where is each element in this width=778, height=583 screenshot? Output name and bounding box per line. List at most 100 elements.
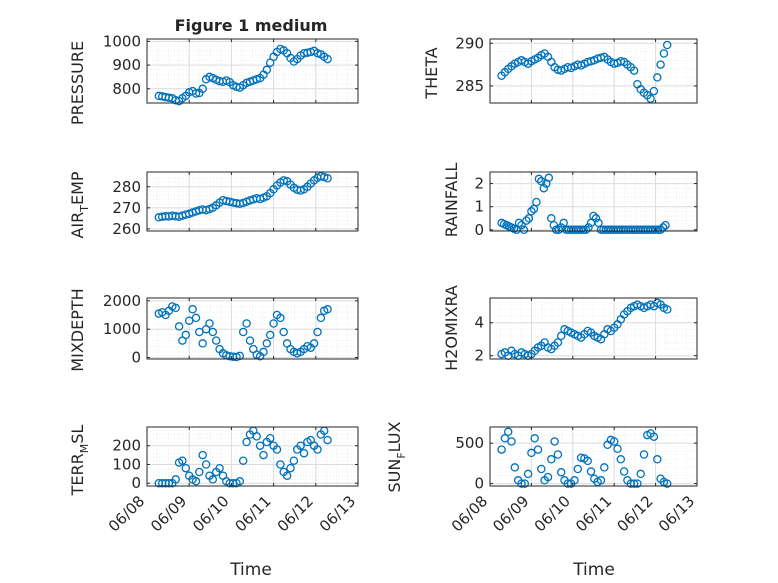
y-tick-label: 290: [455, 34, 484, 52]
xlabel-left: Time: [229, 560, 272, 580]
ylabel-sun-flux: SUNFLUX: [385, 421, 408, 492]
data-point: [215, 463, 224, 473]
data-point: [238, 327, 248, 337]
data-point: [553, 338, 563, 347]
data-point: [309, 339, 319, 348]
data-point: [629, 66, 639, 75]
data-point: [581, 225, 591, 235]
data-point: [563, 479, 573, 488]
data-point: [514, 218, 524, 228]
y-tick-label: 4: [474, 314, 484, 332]
data-point: [662, 479, 672, 488]
data-point: [276, 313, 285, 323]
data-point: [198, 339, 207, 348]
data-point: [497, 445, 506, 454]
axes-box: [489, 297, 698, 360]
data-point: [613, 444, 622, 454]
data-point: [517, 220, 526, 230]
data-point: [208, 327, 218, 337]
data-point: [171, 303, 180, 313]
panel-mixdepth: 0 1000 2000: [103, 292, 359, 367]
data-point: [662, 305, 672, 314]
y-tick-label: 200: [112, 437, 141, 455]
data-point: [619, 467, 629, 476]
data-point: [282, 471, 292, 480]
data-point: [570, 476, 579, 485]
data-point: [517, 479, 526, 488]
data-point: [523, 469, 533, 479]
data-point: [265, 433, 275, 443]
data-point: [649, 86, 659, 96]
data-point: [656, 225, 665, 235]
data-point: [510, 463, 520, 472]
data-point: [616, 455, 626, 464]
y-tick-label: 270: [112, 199, 141, 217]
data-point: [651, 225, 660, 235]
data-point: [208, 475, 218, 484]
data-point: [316, 313, 326, 323]
data-point: [201, 460, 211, 469]
data-point: [636, 469, 645, 479]
axes-box: [146, 171, 359, 232]
data-point: [184, 316, 194, 325]
data-point: [289, 456, 299, 465]
data-point: [527, 448, 536, 458]
axes-box: [489, 171, 698, 232]
data-point: [520, 479, 530, 488]
y-tick-label: 0: [131, 474, 141, 492]
y-tick-label: 900: [112, 56, 141, 74]
data-point: [323, 435, 332, 445]
data-point: [533, 445, 543, 454]
data-point: [579, 225, 588, 235]
data-point: [583, 456, 592, 466]
data-point: [656, 60, 665, 69]
data-point: [323, 305, 332, 314]
y-tick-label: 260: [112, 220, 141, 238]
data-point: [252, 432, 261, 441]
ylabel-h2omixra: H2OMIXRA: [442, 285, 461, 371]
data-point: [323, 174, 332, 183]
data-point: [544, 173, 554, 183]
data-point: [198, 84, 207, 94]
data-point: [532, 197, 541, 207]
ylabel-air-temp: AIRTEMP: [68, 171, 91, 238]
y-tick-label: 280: [112, 178, 141, 196]
y-tick-label: 2000: [103, 292, 141, 310]
y-tick-label: 2: [474, 175, 484, 193]
data-point: [609, 437, 619, 446]
data-point: [661, 220, 670, 230]
data-point: [191, 89, 201, 98]
data-point: [530, 434, 539, 443]
data-point: [174, 322, 184, 331]
panel-air-temp: 260 270 280: [112, 171, 359, 238]
data-point: [646, 94, 655, 103]
panel-rainfall: 0 1 2: [474, 171, 698, 239]
axes-box: [146, 426, 359, 487]
panel-theta: 285 290: [455, 34, 698, 104]
data-point: [191, 313, 201, 323]
data-point: [653, 455, 662, 464]
data-point: [235, 477, 245, 486]
y-tick-label: 500: [455, 434, 484, 452]
axes-box: [146, 38, 359, 104]
data-point: [543, 472, 553, 482]
data-point: [551, 225, 561, 235]
data-point: [296, 441, 305, 450]
data-point: [522, 216, 531, 225]
data-point: [519, 225, 529, 235]
ylabel-rainfall: RAINFALL: [442, 163, 461, 238]
data-point: [537, 464, 546, 474]
data-point: [259, 450, 268, 460]
panel-h2omixra: 24: [474, 297, 698, 365]
data-point: [242, 319, 251, 328]
data-point: [576, 225, 586, 235]
data-point: [191, 477, 201, 486]
data-point: [255, 441, 265, 450]
data-point: [649, 432, 659, 441]
data-point: [549, 220, 559, 230]
y-tick-label: 0: [474, 221, 484, 239]
data-point: [279, 327, 288, 337]
data-point: [245, 336, 255, 345]
data-point: [633, 479, 642, 488]
data-point: [171, 475, 180, 484]
